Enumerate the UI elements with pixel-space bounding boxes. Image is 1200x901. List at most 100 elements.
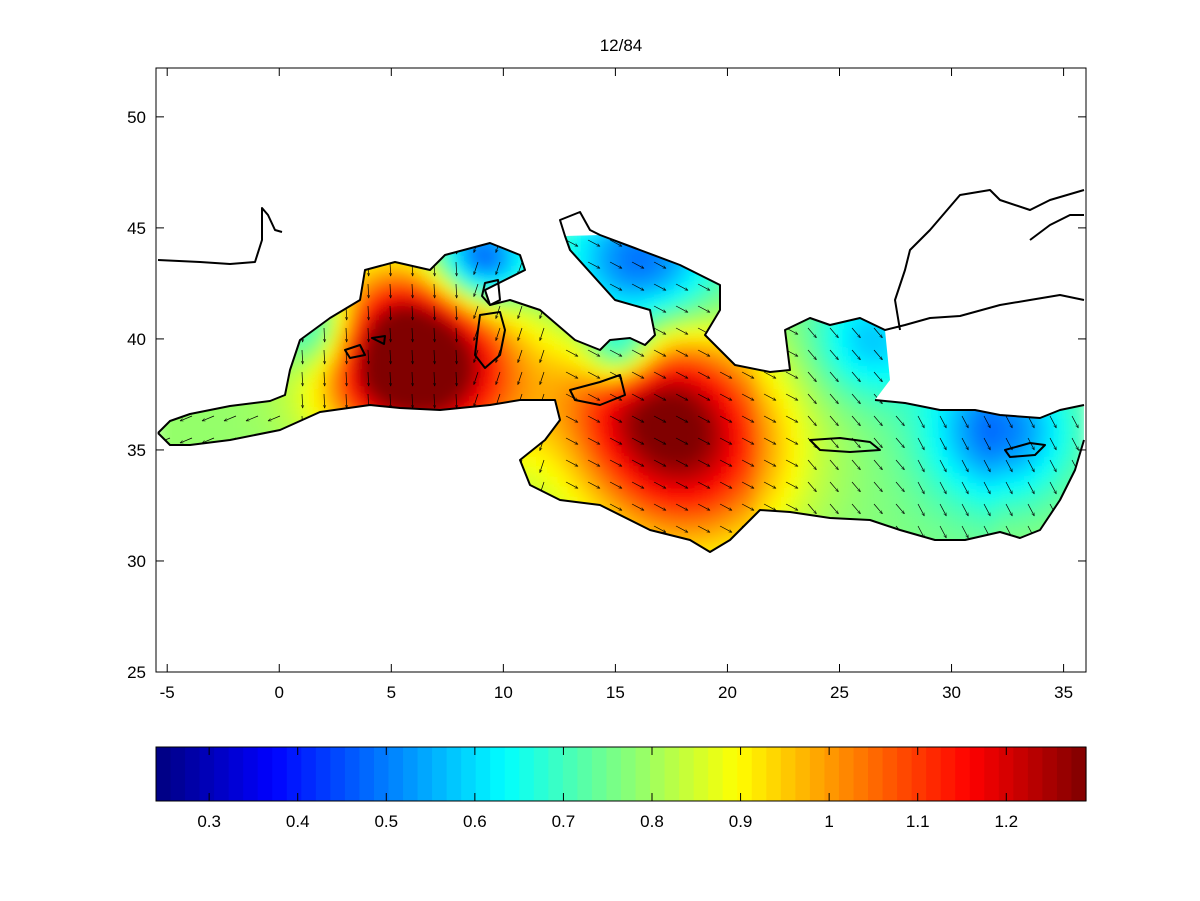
field-cell	[556, 358, 567, 369]
vector-arrow	[456, 349, 457, 364]
field-cell	[706, 478, 717, 489]
field-cell	[686, 518, 697, 529]
field-cell	[816, 408, 827, 419]
field-cell	[306, 328, 317, 339]
field-cell	[356, 358, 367, 369]
field-cell	[346, 308, 357, 319]
field-cell	[506, 368, 517, 379]
colorbar-swatch	[635, 747, 651, 801]
field-cell	[756, 468, 767, 479]
field-cell	[806, 368, 817, 379]
vector-arrow	[961, 525, 969, 538]
field-cell	[366, 318, 377, 329]
vector-arrow	[829, 371, 838, 382]
field-cell	[416, 368, 427, 379]
field-cell	[816, 488, 827, 499]
vector-arrow	[474, 393, 479, 407]
island-sardinia	[474, 311, 506, 369]
field-cell	[996, 488, 1007, 499]
field-cell	[626, 448, 637, 459]
colorbar-swatch	[809, 747, 826, 801]
field-cell	[736, 448, 747, 459]
field-cell	[836, 468, 847, 479]
vector-arrow	[939, 503, 947, 516]
vector-arrow	[368, 283, 369, 298]
y-tick-label: 40	[127, 330, 146, 349]
field-cell	[866, 368, 877, 379]
field-cell	[766, 408, 777, 419]
field-cell	[526, 358, 537, 369]
field-cell	[676, 468, 687, 479]
colorbar-swatch	[708, 747, 724, 801]
field-cell	[446, 378, 457, 389]
vector-arrow	[917, 437, 925, 450]
vector-arrow	[697, 349, 710, 357]
vector-arrow	[456, 305, 457, 320]
colorbar-swatch	[417, 747, 433, 801]
field-cell	[386, 298, 397, 309]
field-cell	[886, 418, 897, 429]
vector-arrow	[324, 349, 325, 364]
field-cell	[606, 428, 617, 439]
vector-arrow	[1049, 481, 1057, 494]
field-cell	[606, 488, 617, 499]
field-cell	[406, 378, 417, 389]
field-cell	[846, 428, 857, 439]
field-cell	[926, 498, 937, 509]
field-cell	[976, 508, 987, 519]
field-cell	[816, 448, 827, 459]
field-cell	[416, 288, 427, 299]
field-cell	[836, 398, 847, 409]
vector-arrow	[1027, 503, 1035, 516]
field-cell	[436, 378, 447, 389]
field-cell	[636, 268, 647, 279]
vector-arrow	[434, 393, 435, 408]
field-cell	[666, 458, 677, 469]
field-cell	[816, 458, 827, 469]
field-cell	[526, 328, 537, 339]
colorbar-swatch	[969, 747, 985, 801]
vector-arrow	[496, 327, 501, 341]
field-cell	[696, 328, 707, 339]
x-tick-label: 0	[275, 683, 284, 702]
field-cell	[576, 408, 587, 419]
field-cell	[656, 318, 667, 329]
field-cell	[806, 338, 817, 349]
field-cell	[1006, 448, 1017, 459]
field-cell	[786, 498, 797, 509]
field-cell	[756, 448, 767, 459]
field-cell	[936, 418, 947, 429]
field-cell	[616, 338, 627, 349]
field-cell	[766, 478, 777, 489]
field-cell	[896, 508, 907, 519]
field-cell	[586, 428, 597, 439]
field-cell	[666, 448, 677, 459]
vector-arrow	[829, 481, 838, 492]
field-cell	[736, 508, 747, 519]
field-cell	[766, 448, 777, 459]
field-cell	[806, 318, 817, 329]
field-cell	[396, 358, 407, 369]
field-cell	[876, 488, 887, 499]
field-cell	[726, 378, 737, 389]
field-cell	[976, 438, 987, 449]
vector-arrow	[346, 327, 347, 342]
field-cell	[646, 268, 657, 279]
colorbar-swatch	[737, 747, 753, 801]
field-cell	[676, 498, 687, 509]
field-cell	[366, 288, 377, 299]
field-cell	[636, 248, 647, 259]
vector-arrow	[609, 437, 622, 445]
field-cell	[1056, 438, 1067, 449]
vector-arrow	[302, 371, 303, 386]
field-cell	[366, 388, 377, 399]
field-cell	[886, 408, 897, 419]
field-cell	[926, 458, 937, 469]
field-cell	[376, 298, 387, 309]
field-cell	[786, 448, 797, 459]
field-cell	[346, 388, 357, 399]
field-cell	[406, 278, 417, 289]
field-cell	[1056, 408, 1067, 419]
field-cell	[916, 468, 927, 479]
